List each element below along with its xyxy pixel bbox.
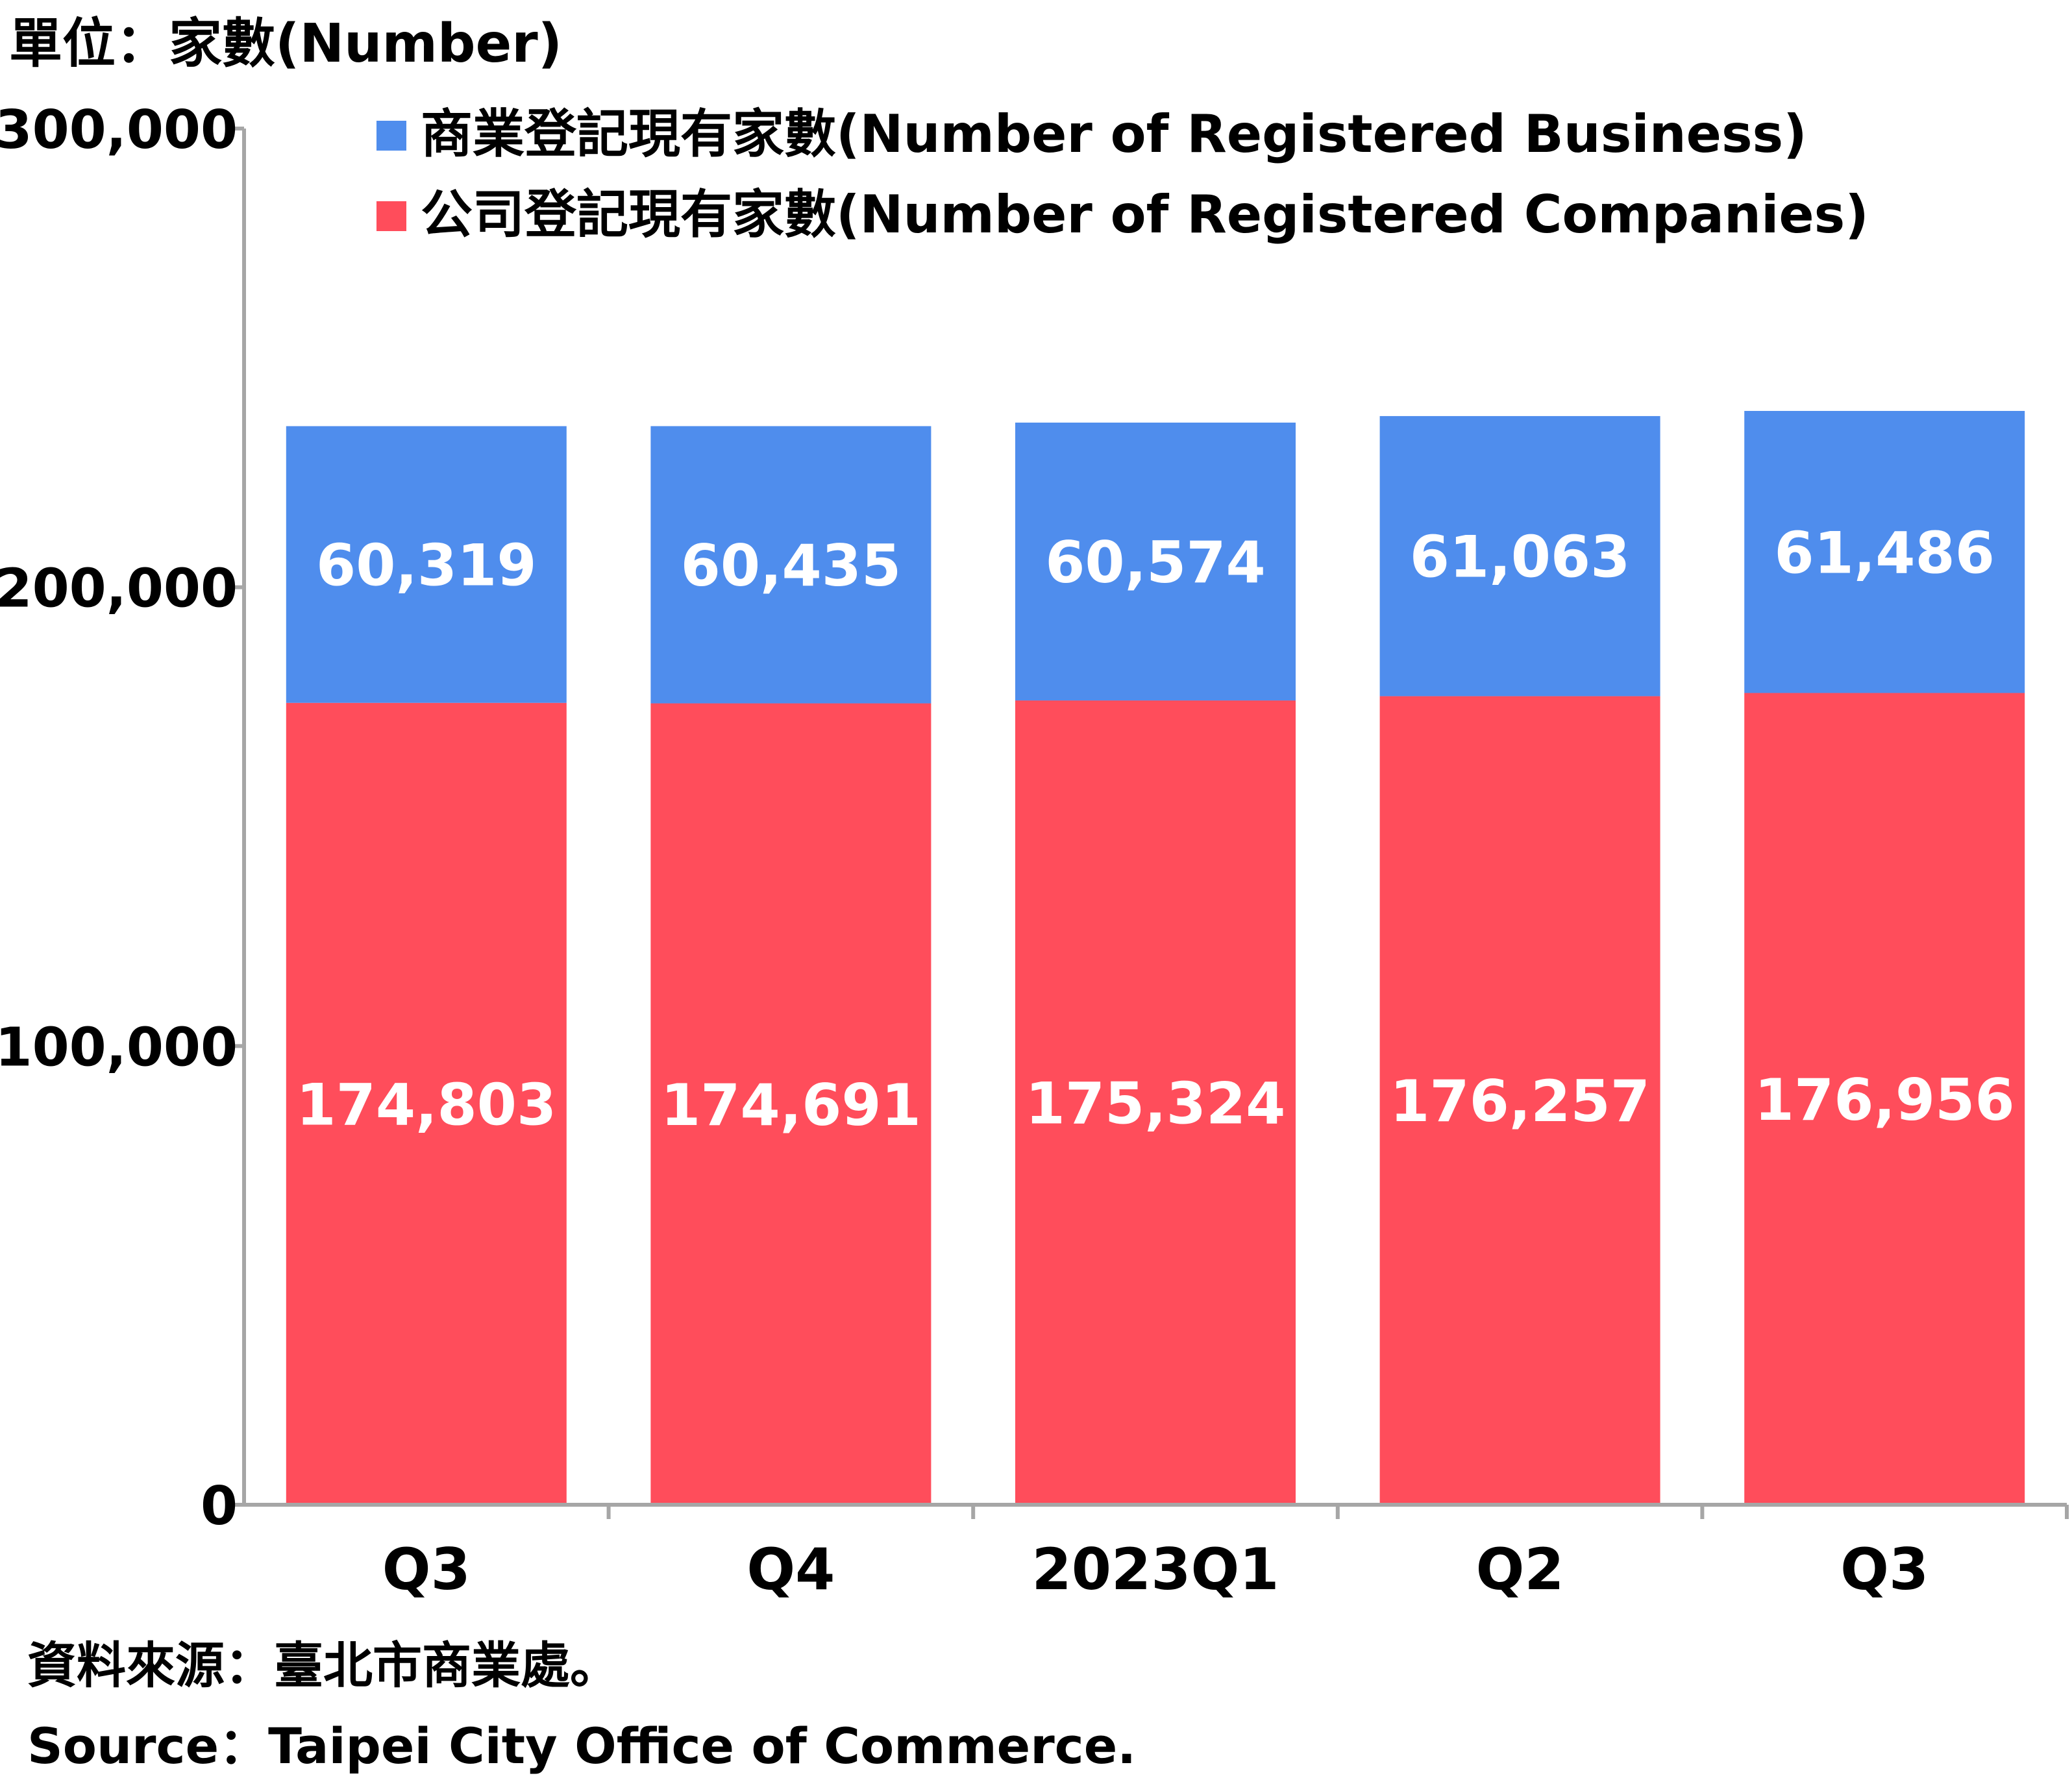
legend-swatch-companies	[376, 201, 406, 231]
data-label: 176,956	[1755, 1067, 2015, 1133]
y-tick-label: 300,000	[0, 99, 238, 161]
x-tick-label: Q3	[382, 1536, 471, 1603]
source-zh: 資料來源：臺北市商業處。	[27, 1637, 619, 1694]
bar-segment-business	[1379, 415, 1660, 697]
data-label: 60,435	[681, 532, 902, 599]
x-tick-label: Q3	[1840, 1536, 1929, 1603]
legend-swatch-business	[376, 121, 406, 151]
bar-segment-companies	[286, 702, 567, 1505]
bar-segment-companies	[1744, 693, 2025, 1505]
data-label: 174,803	[296, 1071, 556, 1138]
data-label: 174,691	[661, 1072, 921, 1139]
data-label: 61,063	[1410, 524, 1631, 591]
unit-label: 單位：家數(Number)	[9, 13, 562, 75]
bar-segment-companies	[1015, 700, 1296, 1505]
y-tick-label: 100,000	[0, 1017, 238, 1078]
bar-segment-business	[286, 426, 567, 703]
x-axis: Q3 Q4 2023Q1 Q2 Q3	[244, 1503, 2069, 1603]
data-label: 60,319	[316, 532, 537, 599]
data-label: 60,574	[1045, 529, 1266, 596]
y-tick-label: 0	[201, 1476, 238, 1537]
x-tick-label: Q4	[746, 1536, 835, 1603]
y-axis: 0 100,000 200,000 300,000	[0, 99, 246, 1537]
legend-label-business: 商業登記現有家數(Number of Registered Business)	[421, 104, 1807, 164]
bar-segment-companies	[650, 703, 931, 1505]
data-label: 175,324	[1026, 1070, 1286, 1137]
bar-segment-business	[1744, 411, 2025, 693]
y-tick-label: 200,000	[0, 558, 238, 620]
bar-segment-business	[650, 426, 931, 704]
x-tick-label: 2023Q1	[1032, 1536, 1279, 1603]
x-tick-label: Q2	[1476, 1536, 1564, 1603]
legend: 商業登記現有家數(Number of Registered Business) …	[376, 104, 1869, 245]
bars: 174,803 60,319 174,691 60,435 175,324 60,574 1…	[286, 411, 2025, 1505]
bar-segment-companies	[1379, 696, 1660, 1505]
bar-segment-business	[1015, 422, 1296, 701]
data-label: 176,257	[1390, 1068, 1650, 1135]
data-label: 61,486	[1774, 519, 1995, 586]
source-en: Source：Taipei City Office of Commerce.	[27, 1717, 1136, 1775]
legend-label-companies: 公司登記現有家數(Number of Registered Companies)	[421, 184, 1869, 245]
